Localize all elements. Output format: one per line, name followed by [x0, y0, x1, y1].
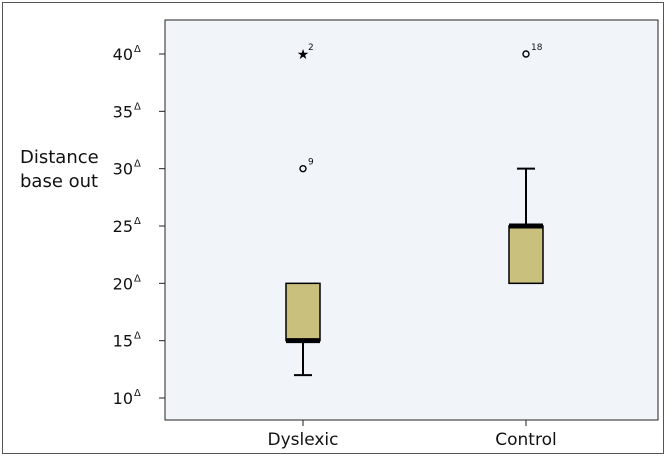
y-tick-label-10: 10: [113, 389, 133, 408]
extreme-outlier-dyslexic-2: ★: [297, 47, 310, 63]
y-tick-label-25: 25: [113, 217, 133, 236]
box-group-dyslexic: 9 ★2: [285, 43, 321, 377]
y-tick-unit-40: Δ: [134, 44, 141, 55]
boxes: 9 ★2 18: [285, 43, 544, 377]
box-group-control: 18: [508, 43, 544, 285]
y-tick-unit-20: Δ: [134, 273, 141, 284]
y-tick-label-30: 30: [113, 160, 133, 179]
y-tick-unit-35: Δ: [134, 101, 141, 112]
y-tick-label-20: 20: [113, 274, 133, 293]
figure-frame: [2, 2, 664, 454]
outlier-label-dyslexic-9: 9: [308, 158, 314, 168]
y-axis-label-line-1: Distance: [20, 147, 99, 168]
x-tick-label-control: Control: [495, 430, 556, 450]
y-axis: 10 Δ15 Δ20 Δ25 Δ30 Δ35 Δ40 Δ: [113, 44, 165, 408]
x-tick-label-dyslexic: Dyslexic: [267, 430, 338, 450]
y-tick-unit-10: Δ: [134, 388, 141, 399]
plot-area: [164, 19, 659, 421]
y-tick-label-35: 35: [113, 102, 133, 121]
y-tick-unit-30: Δ: [134, 159, 141, 170]
x-axis: Dyslexic Control: [267, 420, 557, 450]
outlier-label-dyslexic-2: 2: [308, 43, 314, 53]
y-tick-unit-25: Δ: [134, 216, 141, 227]
y-axis-label-line-2: base out: [20, 171, 98, 192]
outlier-label-control-18: 18: [531, 43, 543, 53]
box-control: [508, 225, 544, 285]
y-tick-label-40: 40: [113, 45, 133, 64]
y-tick-unit-15: Δ: [134, 331, 141, 342]
outlier-control-18: [522, 50, 530, 58]
outlier-dyslexic-9: [299, 164, 307, 173]
y-tick-label-15: 15: [113, 332, 133, 351]
box-dyslexic: [285, 282, 321, 342]
